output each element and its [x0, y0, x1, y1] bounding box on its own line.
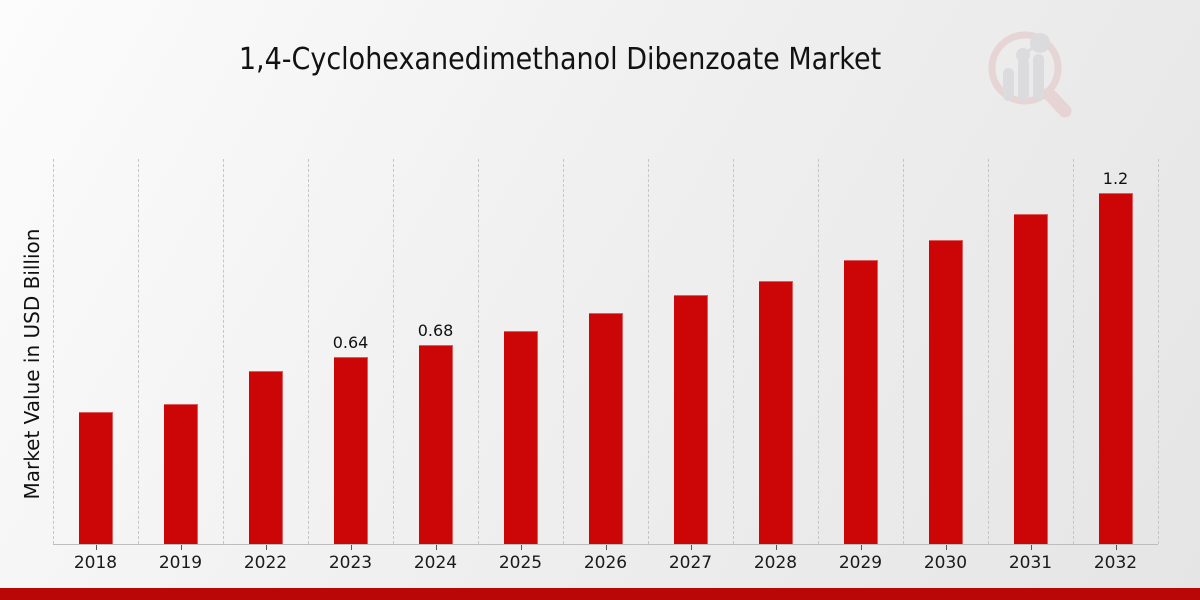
bar-2025 [503, 330, 538, 544]
bar-2018 [78, 412, 113, 544]
gridline [563, 159, 564, 544]
x-tick-label-2032: 2032 [1093, 553, 1138, 573]
gridline [648, 159, 649, 544]
bar-2024 [418, 345, 453, 544]
x-tick-label-2029: 2029 [838, 553, 883, 573]
bar-2026 [588, 313, 623, 544]
x-tick-label-2031: 2031 [1008, 553, 1053, 573]
x-tick [605, 545, 607, 550]
x-tick [1115, 545, 1117, 550]
bar-2030 [928, 239, 963, 544]
x-tick [775, 545, 777, 550]
gridline [903, 159, 904, 544]
x-tick [95, 545, 97, 550]
x-tick [435, 545, 437, 550]
x-tick-label-2018: 2018 [73, 553, 118, 573]
bar-2023 [333, 356, 368, 544]
bar-2029 [843, 260, 878, 544]
x-axis: 2018 2019 2022 2023 2024 2025 2026 2027 2028 2029… [53, 545, 1158, 585]
gridline [138, 159, 139, 544]
x-tick [690, 545, 692, 550]
gridline [53, 159, 54, 544]
y-axis-label: Market Value in USD Billion [20, 228, 44, 500]
gridline [733, 159, 734, 544]
x-tick-label-2026: 2026 [583, 553, 628, 573]
gridline [1073, 159, 1074, 544]
bar-2028 [758, 280, 793, 544]
gridline [988, 159, 989, 544]
bar-2027 [673, 295, 708, 544]
x-tick-label-2024: 2024 [413, 553, 458, 573]
bar-value-label-2023: 0.64 [332, 332, 369, 352]
bar-2019 [163, 403, 198, 544]
bar-value-label-2032: 1.2 [1102, 169, 1129, 189]
x-tick-label-2019: 2019 [158, 553, 203, 573]
bar-2032 [1098, 193, 1133, 544]
x-tick-label-2022: 2022 [243, 553, 288, 573]
gridline [1158, 159, 1159, 544]
chart-title: 1,4-Cyclohexanedimethanol Dibenzoate Mar… [238, 42, 882, 77]
bar-2031 [1013, 213, 1048, 544]
x-tick [860, 545, 862, 550]
plot-area: 0.64 0.68 1.2 [53, 159, 1159, 545]
x-tick-label-2025: 2025 [498, 553, 543, 573]
x-tick [520, 545, 522, 550]
gridline [308, 159, 309, 544]
x-tick [1030, 545, 1032, 550]
gridline [223, 159, 224, 544]
bar-2022 [248, 371, 283, 544]
gridline [393, 159, 394, 544]
bar-value-label-2024: 0.68 [417, 321, 454, 341]
x-tick-label-2030: 2030 [923, 553, 968, 573]
x-tick-label-2023: 2023 [328, 553, 373, 573]
magnifier-growth-chart-logo-icon [982, 22, 1082, 126]
footer-accent-bar [0, 588, 1200, 600]
gridline [818, 159, 819, 544]
x-tick [350, 545, 352, 550]
x-tick [180, 545, 182, 550]
gridline [478, 159, 479, 544]
x-tick-label-2028: 2028 [753, 553, 798, 573]
x-tick-label-2027: 2027 [668, 553, 713, 573]
x-tick [265, 545, 267, 550]
x-tick [945, 545, 947, 550]
